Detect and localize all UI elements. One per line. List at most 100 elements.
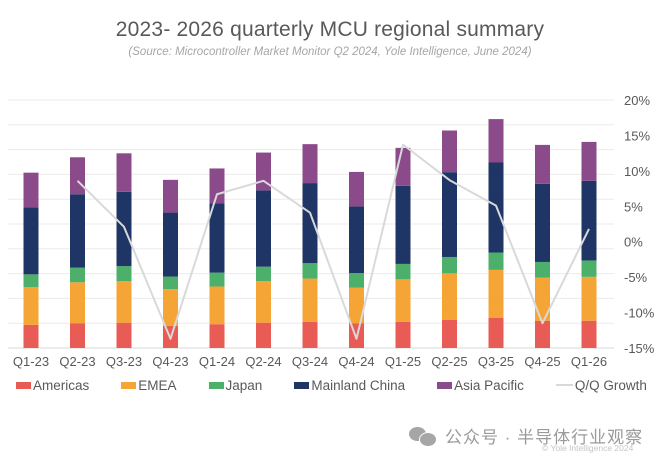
bar-mainland-china: [442, 172, 457, 257]
bar-emea: [70, 282, 85, 324]
bar-emea: [256, 281, 271, 323]
y2-tick-label: -15%: [624, 341, 655, 356]
wechat-icon: [409, 426, 437, 447]
legend: Americas EMEA Japan Mainland China Asia …: [16, 376, 647, 394]
x-tick-label: Q2-25: [431, 354, 467, 369]
bar-americas: [116, 322, 132, 348]
legend-swatch-japan: [208, 381, 224, 389]
legend-label-asia-pacific: Asia Pacific: [454, 377, 524, 393]
legend-item-qq-growth: Q/Q Growth: [555, 377, 647, 393]
legend-swatch-mainland-china: [294, 381, 310, 389]
stacked-bars: [23, 119, 597, 348]
x-tick-label: Q1-26: [571, 354, 607, 369]
bar-mainland-china: [70, 194, 85, 268]
bar-stack: [116, 153, 132, 348]
bar-emea: [535, 277, 550, 321]
bar-mainland-china: [581, 180, 597, 261]
legend-swatch-asia-pacific: [437, 381, 453, 389]
bar-asia-pacific: [23, 172, 39, 208]
bar-asia-pacific: [163, 179, 178, 213]
y2-tick-label: 20%: [624, 93, 650, 108]
bar-stack: [70, 157, 85, 348]
bar-asia-pacific: [349, 171, 364, 207]
y2-axis-tick-labels: 20% 15% 10% 5% 0% -5% -10% -15%: [624, 93, 655, 356]
bar-stack: [488, 119, 504, 348]
bar-asia-pacific: [488, 119, 504, 163]
chart-subtitle: (Source: Microcontroller Market Monitor …: [128, 46, 532, 58]
bar-japan: [70, 267, 85, 283]
bar-mainland-china: [256, 190, 271, 267]
bar-stack: [23, 172, 39, 348]
legend-swatch-qq-growth: [555, 384, 573, 386]
watermark: 公众号 · 半导体行业观察: [409, 423, 643, 448]
bar-japan: [163, 276, 178, 290]
bar-stack: [442, 130, 457, 348]
bar-asia-pacific: [442, 130, 457, 173]
y2-tick-label: 15%: [624, 128, 650, 143]
legend-item-asia-pacific: Asia Pacific: [437, 378, 524, 393]
bar-emea: [302, 278, 318, 322]
legend-label-emea: EMEA: [138, 377, 177, 393]
bar-emea: [395, 279, 411, 322]
bar-asia-pacific: [535, 144, 550, 184]
bar-mainland-china: [209, 203, 225, 273]
legend-swatch-americas: [16, 381, 31, 389]
gridlines: [8, 99, 614, 349]
x-tick-label: Q1-23: [13, 354, 49, 369]
copyright-text: © Yole Intelligence 2024: [542, 443, 634, 453]
bar-emea: [163, 289, 178, 326]
watermark-text: 公众号 · 半导体行业观察: [445, 428, 644, 447]
bar-emea: [23, 287, 39, 325]
bar-stack: [581, 141, 597, 348]
legend-item-japan: Japan: [208, 378, 262, 393]
qq-growth-line: [76, 143, 590, 340]
bar-japan: [488, 252, 504, 270]
bar-japan: [209, 272, 225, 287]
bar-stack: [163, 179, 178, 348]
x-axis-tick-labels: Q1-23 Q2-23 Q3-23 Q4-23 Q1-24 Q2-24 Q3-24 Q4-24…: [13, 354, 607, 369]
x-tick-label: Q3-25: [478, 354, 514, 369]
x-tick-label: Q4-24: [338, 354, 374, 369]
x-tick-label: Q1-24: [199, 354, 235, 369]
bar-americas: [70, 323, 85, 348]
legend-label-qq-growth: Q/Q Growth: [574, 377, 647, 393]
bar-mainland-china: [302, 183, 318, 264]
bar-stack: [302, 144, 318, 348]
bar-americas: [395, 321, 411, 348]
bar-mainland-china: [395, 185, 411, 264]
bar-americas: [535, 320, 550, 348]
x-tick-label: Q3-23: [106, 354, 142, 369]
bar-japan: [116, 266, 132, 282]
y2-tick-label: 10%: [624, 164, 650, 179]
bar-stack: [209, 168, 225, 348]
legend-item-americas: Americas: [16, 378, 89, 393]
y2-tick-label: -5%: [624, 270, 648, 285]
bar-americas: [23, 324, 39, 348]
bar-japan: [535, 261, 550, 278]
legend-label-mainland-china: Mainland China: [311, 377, 406, 393]
bar-asia-pacific: [70, 157, 85, 195]
bar-asia-pacific: [116, 153, 132, 192]
bar-japan: [23, 274, 39, 288]
bar-asia-pacific: [302, 144, 318, 184]
bar-mainland-china: [535, 183, 550, 262]
bar-mainland-china: [163, 212, 178, 277]
x-tick-label: Q2-23: [59, 354, 95, 369]
bar-stack: [395, 147, 411, 348]
x-tick-label: Q1-25: [385, 354, 421, 369]
legend-item-emea: EMEA: [121, 377, 177, 393]
x-tick-label: Q3-24: [292, 354, 328, 369]
qq-growth-polyline: [76, 143, 590, 340]
bar-japan: [581, 260, 597, 277]
x-tick-label: Q4-23: [152, 354, 188, 369]
bar-stack: [535, 144, 550, 348]
bar-japan: [349, 273, 364, 288]
bar-japan: [395, 263, 411, 280]
y2-tick-label: -10%: [624, 306, 655, 321]
bar-emea: [209, 286, 225, 325]
bar-americas: [442, 319, 457, 348]
bar-japan: [302, 263, 318, 279]
bar-asia-pacific: [209, 168, 225, 204]
bar-americas: [581, 320, 597, 348]
